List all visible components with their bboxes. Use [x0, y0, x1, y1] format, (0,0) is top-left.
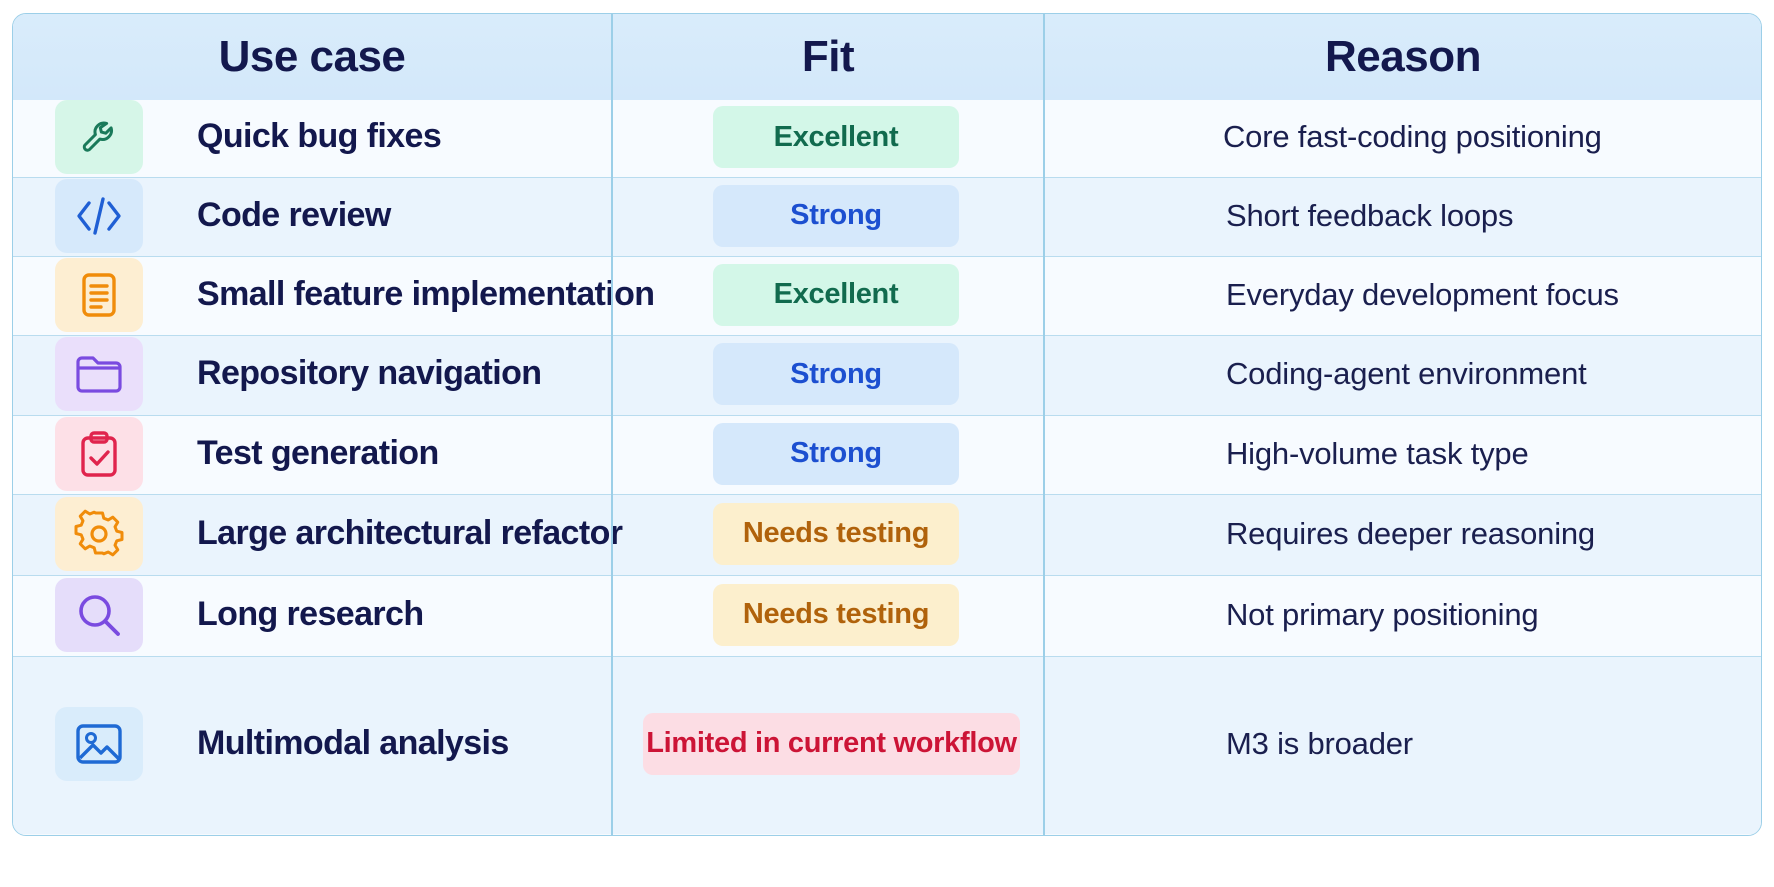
reason-text: Coding-agent environment: [1226, 356, 1587, 391]
reason-text: Not primary positioning: [1226, 596, 1539, 632]
table-row: Test generation Strong High-volume task ty…: [13, 416, 1761, 495]
table-row: Long research Needs testing Not primary po…: [13, 576, 1761, 657]
fit-badge: Strong: [713, 184, 959, 247]
use-case-table: Use case Fit Reason Quick bug fixes Excel…: [12, 13, 1762, 836]
reason-text: High-volume task type: [1226, 435, 1529, 471]
search-icon: [55, 577, 143, 652]
table-row: Code review Strong Short feedback loops: [13, 178, 1761, 257]
use-case-label: Small feature implementation: [197, 274, 655, 313]
fit-badge: Needs testing: [713, 502, 959, 565]
fit-badge: Excellent: [713, 106, 959, 168]
clipboard-check-icon: [55, 416, 143, 491]
use-case-label: Large architectural refactor: [197, 513, 623, 552]
table-row: Repository navigation Strong Coding-agent …: [13, 336, 1761, 416]
fit-badge: Needs testing: [713, 583, 959, 646]
use-case-label: Quick bug fixes: [197, 117, 442, 155]
reason-text: Requires deeper reasoning: [1226, 515, 1595, 551]
use-case-label: Test generation: [197, 433, 439, 472]
reason-text: Core fast-coding positioning: [1223, 119, 1602, 154]
gear-icon: [55, 496, 143, 571]
wrench-icon: [55, 100, 143, 174]
column-divider: [1043, 14, 1045, 835]
header-fit: Fit: [801, 32, 855, 81]
use-case-label: Multimodal analysis: [197, 723, 509, 762]
reason-text: Short feedback loops: [1226, 197, 1514, 233]
fit-badge: Excellent: [713, 263, 959, 326]
use-case-label: Repository navigation: [197, 354, 542, 392]
use-case-label: Code review: [197, 195, 391, 234]
fit-badge: Strong: [713, 343, 959, 405]
fit-badge: Limited in current workflow: [643, 712, 1020, 775]
reason-text: Everyday development focus: [1226, 276, 1619, 312]
use-case-label: Long research: [197, 594, 424, 633]
table-row: Large architectural refactor Needs testin…: [13, 495, 1761, 576]
table-row: Quick bug fixes Excellent Core fast-coding…: [13, 100, 1761, 178]
reason-text: M3 is broader: [1226, 725, 1413, 761]
document-icon: [55, 257, 143, 332]
image-icon: [55, 706, 143, 781]
header-use-case: Use case: [218, 32, 406, 81]
table-header: Use case Fit Reason: [13, 14, 1761, 101]
table-row: Small feature implementation Excellent Eve…: [13, 257, 1761, 336]
table-row: Multimodal analysis Limited in current wo…: [13, 657, 1761, 834]
header-reason: Reason: [1325, 32, 1481, 81]
column-divider: [611, 14, 613, 835]
folder-icon: [55, 337, 143, 411]
fit-badge: Strong: [713, 422, 959, 485]
code-icon: [55, 178, 143, 253]
